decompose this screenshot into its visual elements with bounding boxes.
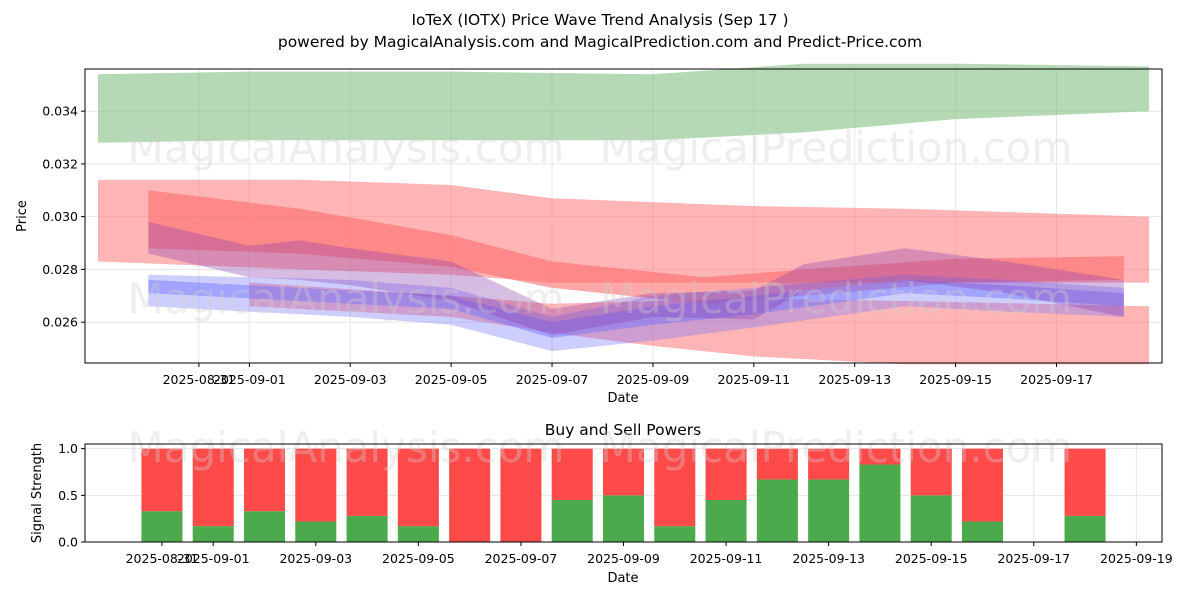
buy-bar: [910, 495, 952, 542]
watermark-prediction-top: MagicalPrediction.com: [600, 123, 1073, 172]
price-band: [148, 279, 1124, 338]
sell-bar: [397, 448, 439, 527]
price-y-tick-label: 0.032: [42, 156, 78, 171]
buy-bar: [705, 500, 747, 542]
signal-x-tick-label: 2025-09-15: [895, 551, 968, 566]
price-x-tick-label: 2025-09-07: [516, 372, 589, 387]
price-y-tick-label: 0.034: [42, 104, 78, 119]
sell-bar: [859, 448, 901, 465]
buy-bar: [397, 526, 439, 542]
price-x-tick-label: 2025-09-11: [717, 372, 790, 387]
price-band: [148, 190, 1124, 304]
price-band-area: [148, 274, 1124, 352]
buy-bar: [295, 521, 337, 542]
price-x-tick-label: 2025-09-01: [213, 372, 286, 387]
sell-bar: [192, 448, 234, 527]
signal-bars: [141, 448, 1106, 542]
watermark-analysis-top: MagicalAnalysis.com: [128, 123, 565, 172]
sell-bar: [756, 448, 798, 480]
price-panel: MagicalAnalysis.com MagicalPrediction.co…: [15, 63, 1163, 406]
price-band-area: [249, 282, 1150, 365]
buy-bar: [141, 511, 183, 542]
signal-x-tick-label: 2025-09-05: [382, 551, 455, 566]
price-x-tick-label: 2025-09-13: [818, 372, 891, 387]
price-band-area: [148, 279, 1124, 338]
buy-bar: [756, 479, 798, 542]
buy-bar: [602, 495, 645, 542]
watermark-analysis-bottom: MagicalAnalysis.com: [128, 423, 565, 472]
buy-bar: [961, 521, 1004, 542]
price-x-tick-label: 2025-08-31: [163, 372, 236, 387]
sell-bar: [551, 448, 593, 500]
sell-bar: [243, 448, 286, 512]
buy-bar: [1064, 515, 1106, 542]
price-band: [98, 63, 1149, 143]
signal-x-tick-label: 2025-09-11: [690, 551, 763, 566]
buy-bar: [551, 500, 593, 542]
buy-bar: [808, 479, 850, 542]
sell-bar: [602, 448, 645, 496]
signal-y-axis-label: Signal Strength: [30, 443, 45, 543]
sell-bar: [449, 448, 491, 542]
sell-bar: [500, 448, 542, 542]
price-band: [249, 282, 1150, 365]
sell-bar: [654, 448, 696, 527]
price-bands: [98, 63, 1150, 365]
sell-bar: [910, 448, 952, 496]
signal-x-tick-label: 2025-09-17: [997, 551, 1070, 566]
signal-x-tick-label: 2025-09-03: [279, 551, 352, 566]
price-plot-frame: [84, 68, 1163, 364]
buy-bar: [346, 515, 388, 542]
price-x-tick-label: 2025-09-03: [314, 372, 387, 387]
watermark-analysis-mid: MagicalAnalysis.com: [128, 274, 565, 323]
price-x-tick-label: 2025-09-09: [617, 372, 690, 387]
signal-x-tick-label: 2025-09-07: [485, 551, 558, 566]
chart-title: IoTeX (IOTX) Price Wave Trend Analysis (…: [411, 11, 788, 29]
price-x-tick-label: 2025-09-05: [415, 372, 488, 387]
price-y-tick-label: 0.030: [42, 209, 78, 224]
chart-subtitle: powered by MagicalAnalysis.com and Magic…: [278, 33, 922, 51]
signal-x-tick-label: 2025-09-13: [792, 551, 865, 566]
sell-bar: [705, 448, 747, 500]
signal-panel: Buy and Sell Powers MagicalAnalysis.com …: [30, 421, 1173, 586]
price-y-axis-label: Price: [15, 200, 30, 232]
price-band-area: [98, 63, 1149, 143]
sell-bar: [808, 448, 850, 480]
signal-x-tick-label: 2025-08-31: [126, 551, 199, 566]
sell-bar: [295, 448, 337, 522]
price-y-ticks: 0.026 0.028 0.030 0.032 0.034: [42, 104, 85, 330]
price-y-tick-label: 0.028: [42, 262, 78, 277]
signal-panel-title: Buy and Sell Powers: [545, 421, 702, 439]
price-band-area: [148, 221, 1124, 336]
price-band: [148, 221, 1124, 336]
signal-y-tick-label: 0.5: [58, 488, 78, 503]
price-y-tick-label: 0.026: [42, 315, 78, 330]
buy-bar: [192, 526, 234, 542]
price-band: [148, 274, 1124, 352]
price-band-area: [148, 190, 1124, 304]
sell-bar: [1064, 448, 1106, 516]
price-x-tick-label: 2025-09-15: [919, 372, 992, 387]
buy-bar: [859, 464, 901, 542]
buy-bar: [654, 526, 696, 542]
signal-x-tick-label: 2025-09-09: [587, 551, 660, 566]
signal-x-tick-label: 2025-09-19: [1100, 551, 1173, 566]
sell-bar: [346, 448, 388, 516]
buy-bar: [243, 511, 286, 542]
watermark-prediction-mid: MagicalPrediction.com: [600, 274, 1073, 323]
signal-y-tick-label: 1.0: [58, 441, 78, 456]
price-x-tick-label: 2025-09-17: [1020, 372, 1093, 387]
sell-bar: [961, 448, 1004, 522]
watermark-prediction-bottom: MagicalPrediction.com: [600, 423, 1073, 472]
signal-x-axis-label: Date: [607, 571, 638, 586]
price-x-axis-label: Date: [607, 391, 638, 406]
sell-bar: [141, 448, 183, 512]
signal-y-tick-label: 0.0: [58, 535, 78, 550]
signal-y-ticks: 0.0 0.5 1.0: [58, 441, 85, 550]
signal-x-tick-label: 2025-09-01: [177, 551, 250, 566]
